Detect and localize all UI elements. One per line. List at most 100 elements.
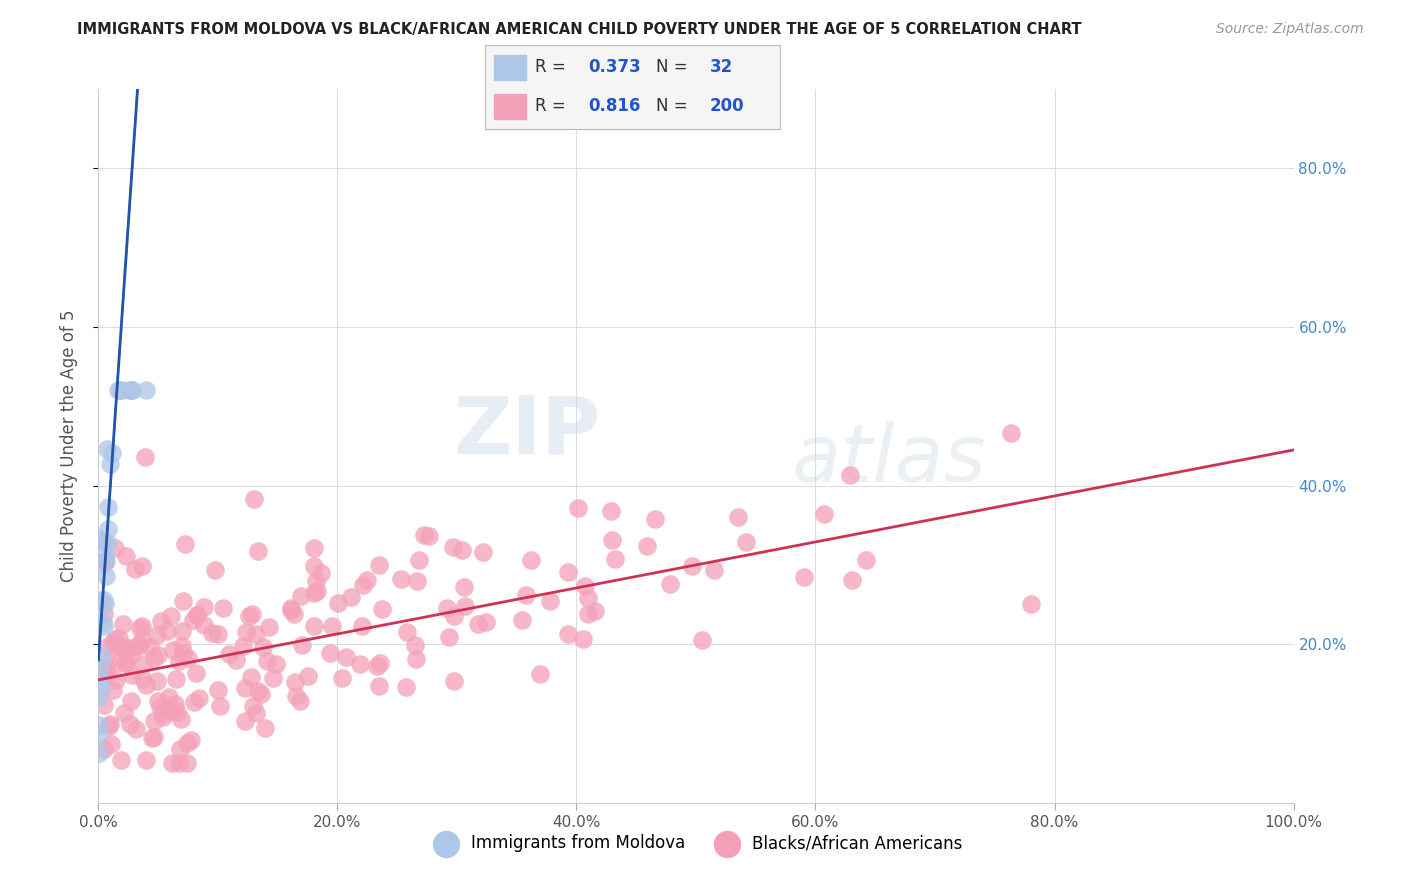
Point <box>352 578 374 592</box>
Text: R =: R = <box>536 97 571 115</box>
Point <box>107 631 129 645</box>
Point <box>135 753 157 767</box>
Point <box>89 533 111 547</box>
Point <box>252 640 274 654</box>
Point <box>143 714 166 728</box>
Point <box>121 384 143 398</box>
Point <box>405 651 427 665</box>
Point <box>108 384 131 398</box>
Y-axis label: Child Poverty Under the Age of 5: Child Poverty Under the Age of 5 <box>59 310 77 582</box>
Point <box>572 632 595 646</box>
Point <box>166 705 188 719</box>
Point <box>232 639 254 653</box>
Text: 32: 32 <box>710 59 733 77</box>
Point <box>142 730 165 744</box>
Text: R =: R = <box>536 59 571 77</box>
Point <box>305 574 328 588</box>
Point <box>813 507 835 521</box>
Point <box>207 683 229 698</box>
Point <box>395 681 418 695</box>
Point <box>169 741 191 756</box>
Point <box>441 540 464 554</box>
Point <box>290 589 312 603</box>
Point <box>204 562 226 576</box>
Point <box>125 723 148 737</box>
Point <box>131 619 153 633</box>
Point <box>576 607 599 621</box>
Legend: Immigrants from Moldova, Blacks/African Americans: Immigrants from Moldova, Blacks/African … <box>423 828 969 859</box>
Text: N =: N = <box>657 59 693 77</box>
Point <box>173 537 195 551</box>
Point <box>93 741 115 756</box>
Point <box>115 656 138 670</box>
Point <box>108 655 131 669</box>
Point <box>529 667 551 681</box>
Point <box>183 613 205 627</box>
Point <box>94 569 117 583</box>
Point <box>101 635 124 649</box>
Point <box>157 702 180 716</box>
Point <box>284 674 307 689</box>
Text: 200: 200 <box>710 97 744 115</box>
Point <box>166 672 188 686</box>
Point <box>475 615 498 630</box>
Point <box>128 621 150 635</box>
Point <box>170 712 193 726</box>
Point <box>451 542 474 557</box>
Point <box>112 642 135 657</box>
Point <box>285 689 308 703</box>
Point <box>149 700 172 714</box>
Point <box>131 559 153 574</box>
Point <box>141 731 163 746</box>
Point <box>467 617 489 632</box>
Point <box>124 562 146 576</box>
Point <box>114 640 136 654</box>
Point <box>599 504 621 518</box>
Point <box>264 657 287 672</box>
Point <box>93 607 115 622</box>
Point <box>152 709 174 723</box>
Point <box>321 619 343 633</box>
Point <box>97 522 120 536</box>
Point <box>97 536 120 550</box>
Point <box>538 594 561 608</box>
Point <box>89 672 111 686</box>
Point <box>176 756 198 771</box>
Point <box>603 552 626 566</box>
Point <box>146 628 169 642</box>
Point <box>567 500 589 515</box>
Point <box>152 706 174 721</box>
Point <box>111 617 134 632</box>
Point <box>681 559 703 574</box>
Point <box>146 694 169 708</box>
Point <box>636 539 658 553</box>
Text: 0.816: 0.816 <box>588 97 641 115</box>
Point <box>120 693 142 707</box>
Point <box>330 672 353 686</box>
Point <box>97 640 120 654</box>
Point <box>110 384 132 398</box>
Point <box>165 697 187 711</box>
Point <box>104 673 127 687</box>
Point <box>183 695 205 709</box>
Point <box>118 384 141 398</box>
Point <box>727 510 749 524</box>
Point <box>149 614 172 628</box>
Point <box>841 574 863 588</box>
Point <box>146 648 169 662</box>
Point <box>366 659 388 673</box>
Point <box>139 640 162 654</box>
Point <box>146 673 169 688</box>
Point <box>159 609 181 624</box>
Point <box>245 706 267 720</box>
Point <box>557 626 579 640</box>
Point <box>157 690 180 705</box>
Point <box>167 756 190 771</box>
Point <box>515 588 537 602</box>
Point <box>297 668 319 682</box>
Point <box>304 541 326 555</box>
Point <box>209 698 232 713</box>
Point <box>98 716 121 731</box>
Point <box>405 574 427 588</box>
Point <box>94 554 117 568</box>
